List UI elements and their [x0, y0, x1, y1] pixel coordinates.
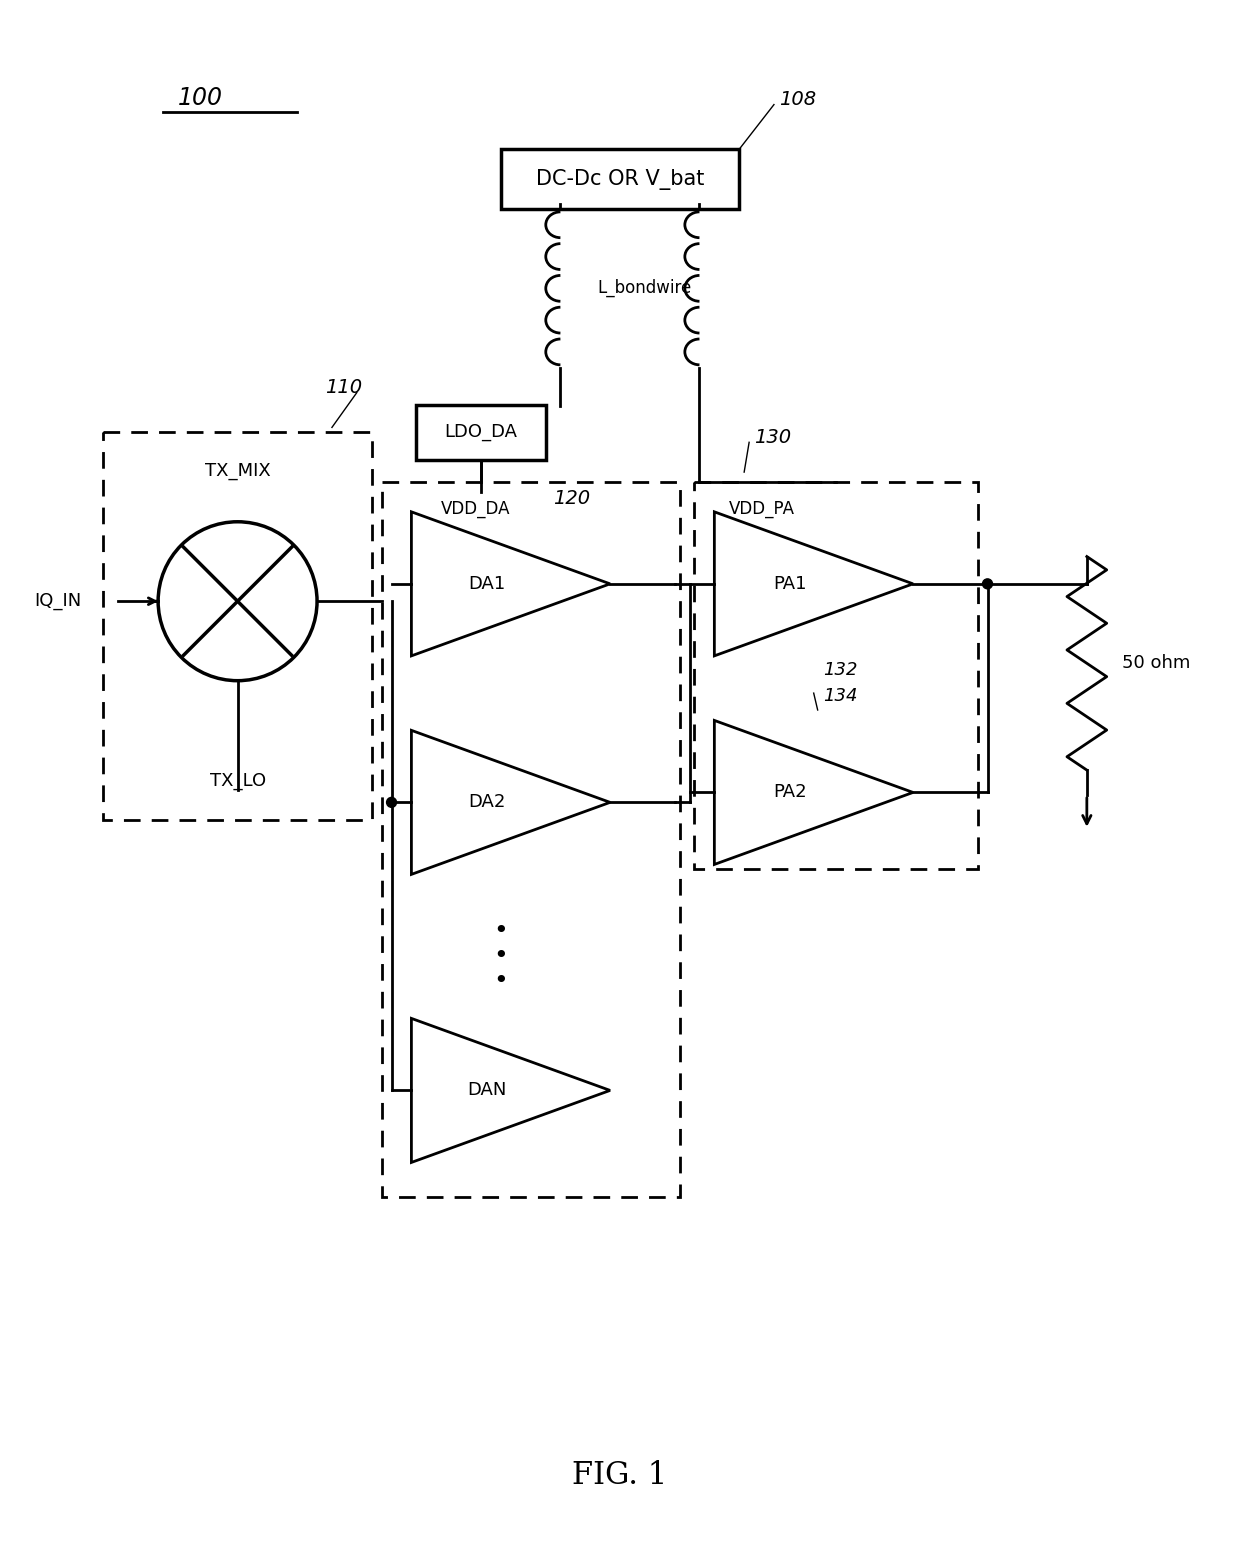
Circle shape: [387, 798, 397, 808]
Text: FIG. 1: FIG. 1: [573, 1460, 667, 1491]
Text: VDD_PA: VDD_PA: [729, 499, 795, 518]
Text: DAN: DAN: [467, 1081, 507, 1100]
Text: PA1: PA1: [773, 574, 806, 593]
Text: 130: 130: [754, 427, 791, 448]
Text: 50 ohm: 50 ohm: [1122, 654, 1190, 673]
Bar: [382, 482, 680, 1197]
Text: •: •: [494, 920, 508, 944]
Bar: [501, 149, 739, 208]
Text: •: •: [494, 969, 508, 994]
Text: 110: 110: [325, 379, 362, 398]
Text: 100: 100: [179, 86, 223, 110]
Text: 108: 108: [779, 91, 816, 110]
Bar: [694, 482, 977, 870]
Text: TX_LO: TX_LO: [210, 772, 265, 790]
Text: 134: 134: [823, 687, 858, 706]
Circle shape: [982, 579, 992, 588]
Text: PA2: PA2: [773, 784, 807, 801]
Bar: [103, 432, 372, 820]
Text: 120: 120: [553, 490, 590, 509]
Text: TX_MIX: TX_MIX: [205, 462, 270, 480]
Text: 132: 132: [823, 662, 858, 679]
Text: DA1: DA1: [469, 574, 506, 593]
Text: IQ_IN: IQ_IN: [33, 592, 81, 610]
Text: DC-Dc OR V_bat: DC-Dc OR V_bat: [536, 169, 704, 189]
Text: LDO_DA: LDO_DA: [444, 424, 517, 441]
Bar: [417, 405, 546, 460]
Text: VDD_DA: VDD_DA: [441, 499, 511, 518]
Text: •: •: [494, 944, 508, 969]
Text: L_bondwire: L_bondwire: [598, 279, 692, 297]
Text: DA2: DA2: [469, 793, 506, 811]
